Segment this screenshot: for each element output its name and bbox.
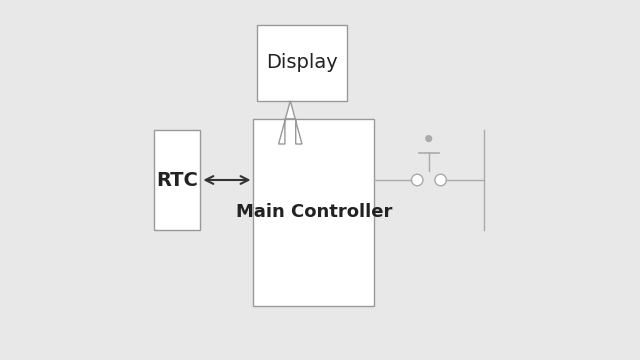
Circle shape [412, 174, 423, 186]
Circle shape [425, 135, 433, 142]
Text: RTC: RTC [156, 171, 198, 189]
Bar [253, 119, 374, 306]
Polygon shape [278, 101, 302, 144]
Text: Display: Display [266, 54, 338, 72]
Bar [154, 130, 200, 230]
Circle shape [435, 174, 446, 186]
Text: Main Controller: Main Controller [236, 203, 392, 221]
Bar [257, 25, 347, 101]
